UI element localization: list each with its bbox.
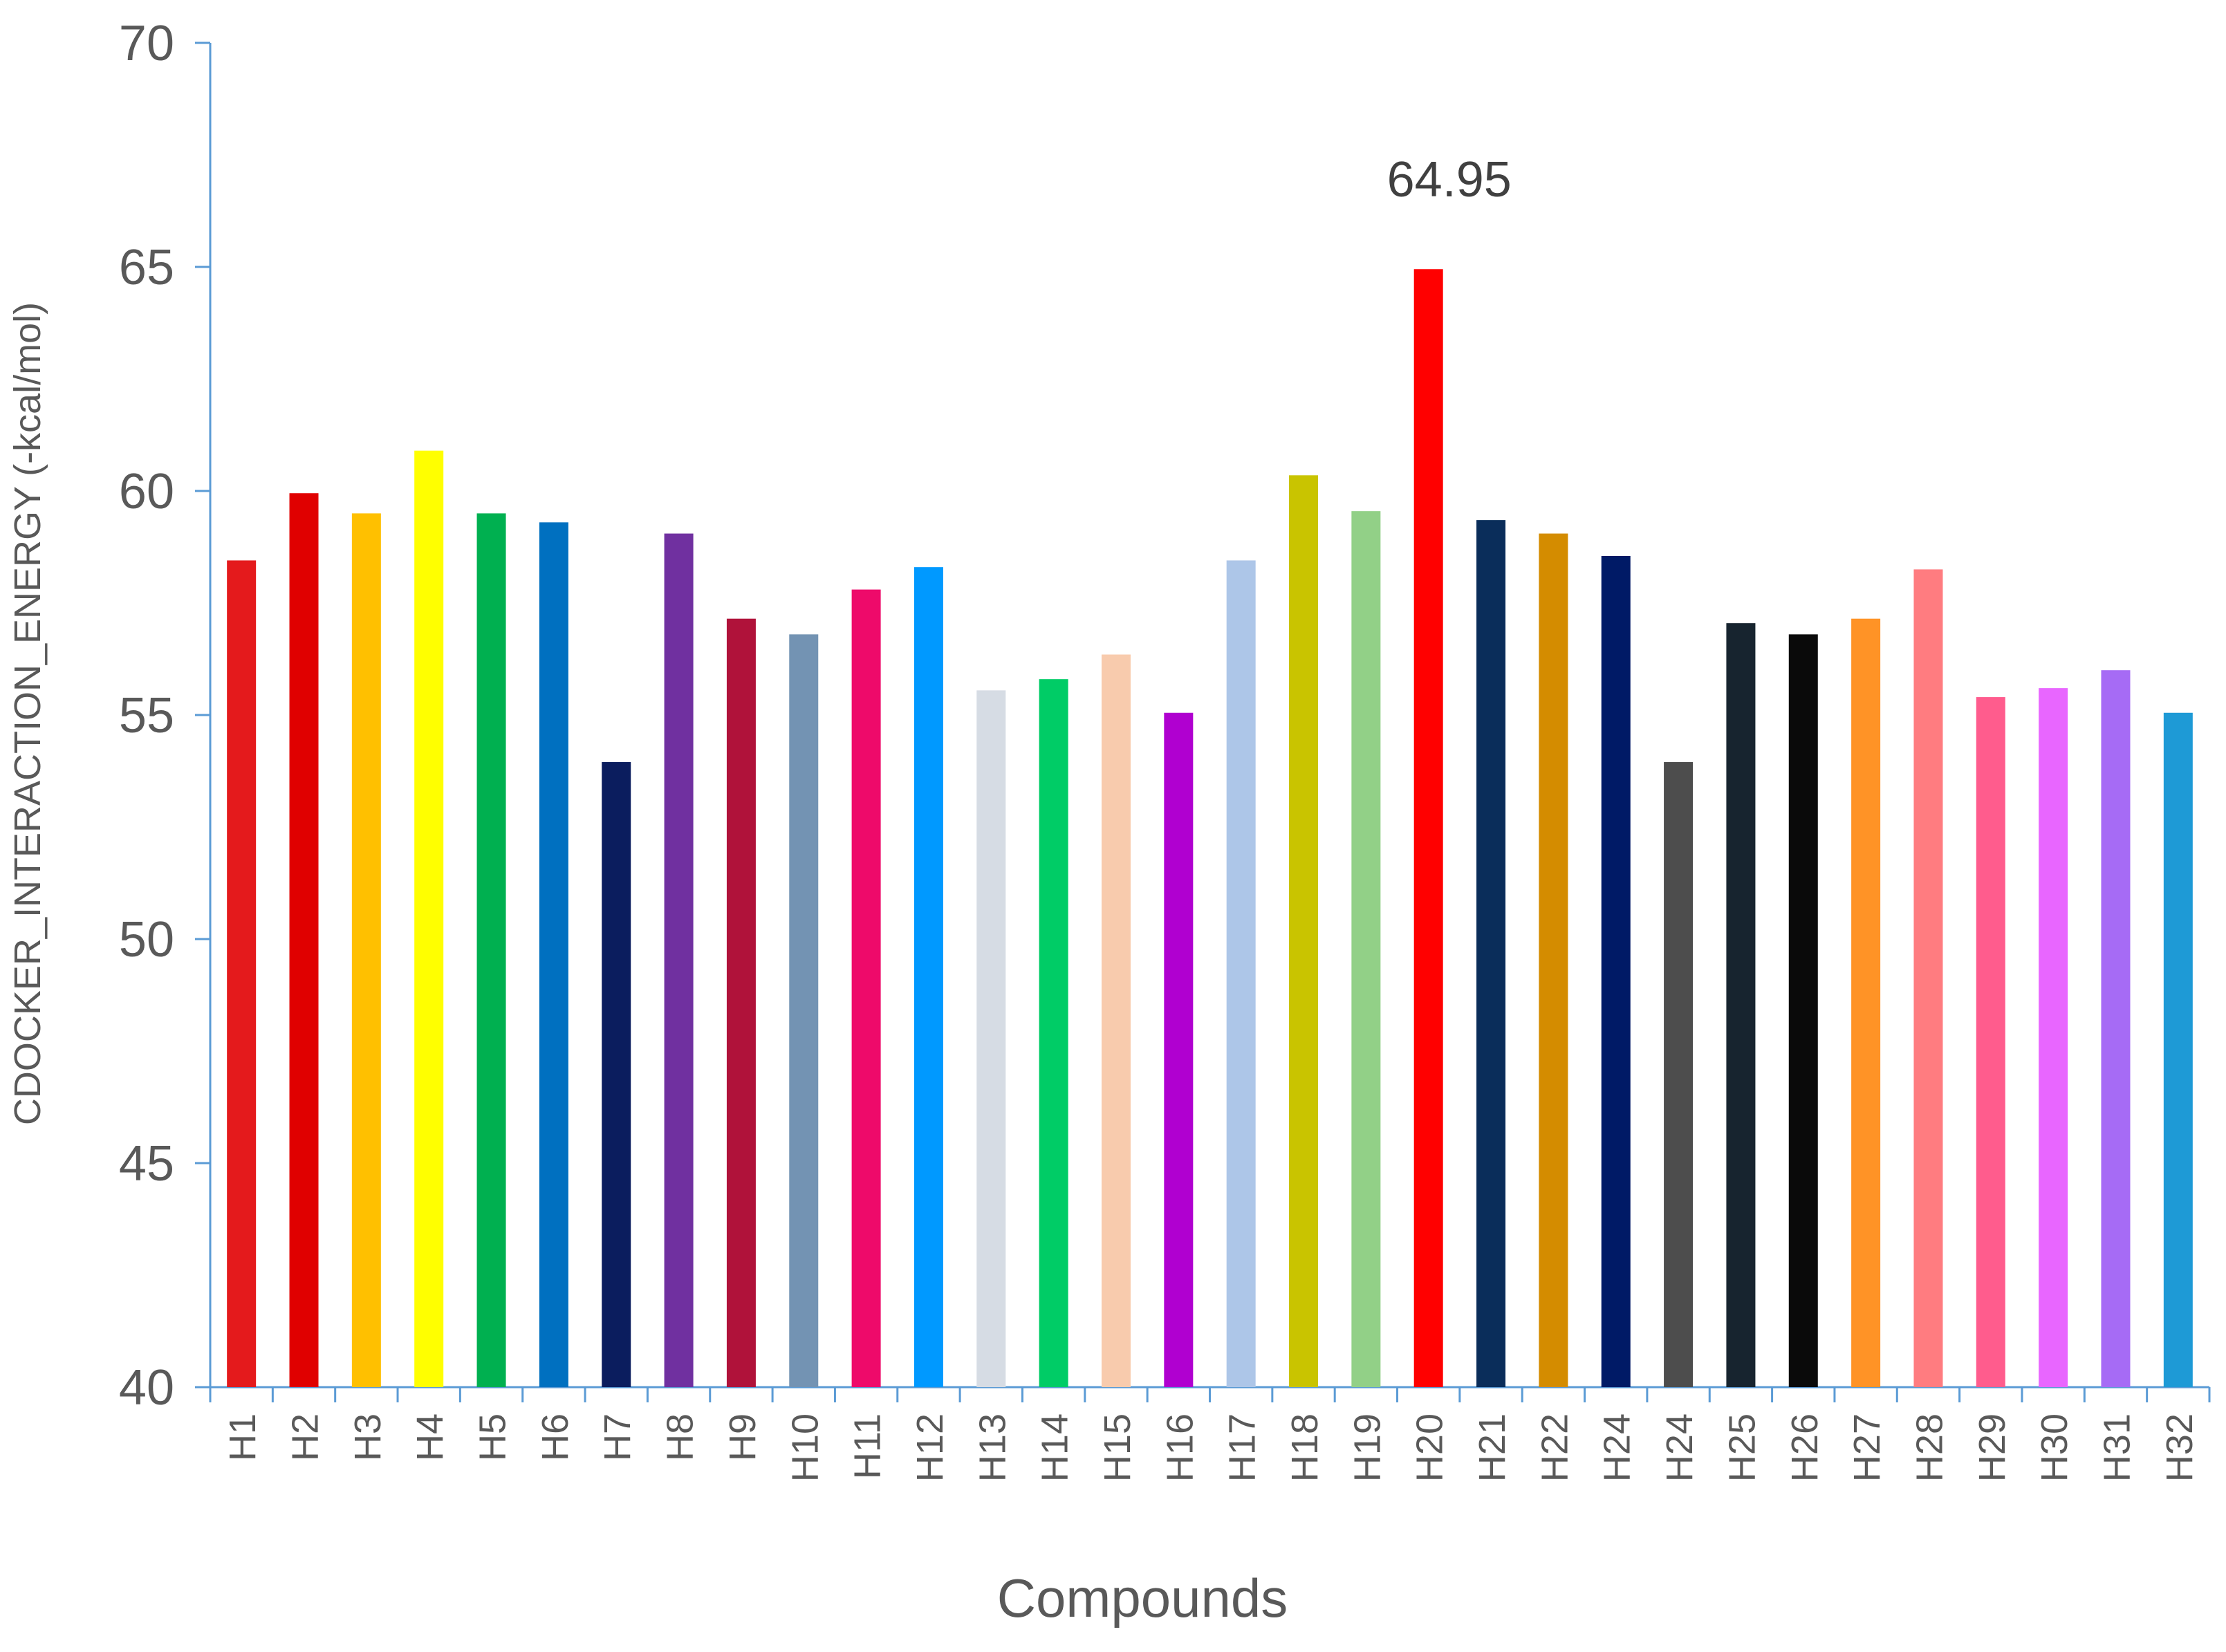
x-tick-label: H22 — [1534, 1413, 1575, 1482]
bar — [1664, 762, 1694, 1387]
x-tick-label: H32 — [2159, 1413, 2200, 1482]
y-tick-label: 55 — [119, 688, 174, 743]
x-tick-label: H13 — [972, 1413, 1013, 1482]
x-tick-label: H26 — [1784, 1413, 1826, 1482]
y-axis-title: CDOCKER_INTERACTION_ENERGY (-kcal/mol) — [7, 302, 48, 1125]
bar — [1788, 634, 1818, 1387]
bar — [726, 618, 756, 1388]
x-tick-label: H21 — [1472, 1413, 1513, 1482]
bar — [1726, 623, 1756, 1388]
bar — [1101, 654, 1131, 1387]
bar — [1539, 533, 1568, 1387]
data-label: 64.95 — [1387, 152, 1512, 207]
x-tick-label: H18 — [1284, 1413, 1326, 1482]
x-tick-label: H2 — [285, 1413, 326, 1461]
x-tick-label: H27 — [1846, 1413, 1888, 1482]
bar — [1601, 555, 1631, 1388]
x-tick-label: H29 — [1972, 1413, 2013, 1482]
x-tick-label: H4 — [409, 1413, 451, 1461]
bar — [414, 450, 444, 1388]
bar — [476, 513, 506, 1387]
x-tick-label: H16 — [1159, 1413, 1200, 1482]
bar — [289, 493, 319, 1387]
x-tick-label: H24 — [1597, 1413, 1638, 1482]
bar — [913, 567, 943, 1388]
bar — [1976, 697, 2005, 1387]
bar — [1164, 712, 1194, 1387]
y-tick-label: 70 — [119, 16, 174, 71]
bars — [227, 269, 2193, 1388]
bar — [1289, 475, 1319, 1387]
x-tick-label: H15 — [1097, 1413, 1138, 1482]
bar — [539, 522, 568, 1387]
bar — [351, 513, 381, 1387]
x-tick-label: H1 — [222, 1413, 263, 1461]
x-tick-label: H5 — [472, 1413, 514, 1461]
y-tick-label: 50 — [119, 912, 174, 967]
bar — [1851, 618, 1881, 1388]
bar — [2163, 712, 2193, 1387]
x-tick-label: H8 — [660, 1413, 701, 1461]
x-tick-label: H12 — [909, 1413, 951, 1482]
bar — [1039, 679, 1068, 1387]
x-tick-label: H20 — [1409, 1413, 1451, 1482]
x-tick-label: H17 — [1222, 1413, 1263, 1482]
x-tick-label: H28 — [1909, 1413, 1950, 1482]
bar — [1476, 520, 1506, 1387]
bar — [1413, 269, 1443, 1387]
data-labels: 64.95 — [1387, 152, 1512, 207]
x-tick-label: H14 — [1035, 1413, 1076, 1482]
bar — [976, 690, 1006, 1387]
bar — [1351, 511, 1381, 1388]
y-tick-label: 40 — [119, 1360, 174, 1416]
bar — [789, 634, 819, 1387]
x-tick-label: H30 — [2034, 1413, 2075, 1482]
y-tick-label: 45 — [119, 1136, 174, 1191]
x-tick-label: H9 — [722, 1413, 763, 1461]
bar — [1913, 569, 1943, 1387]
bar — [227, 560, 257, 1388]
x-axis: H1 H2 H3 H4 H5 H6 H7 H8 H9 H10 H11 H12 H13 H14 H15 H16 H… — [209, 1386, 2211, 1482]
x-axis-title: Compounds — [997, 1568, 1288, 1628]
x-tick-label: H24 — [1659, 1413, 1700, 1482]
bar — [1226, 560, 1256, 1388]
y-axis: 40 45 50 55 60 65 70 — [119, 16, 212, 1416]
y-tick-label: 65 — [119, 240, 174, 295]
bar — [2039, 688, 2068, 1387]
x-tick-label: H7 — [597, 1413, 638, 1461]
x-tick-label: H25 — [1721, 1413, 1763, 1482]
x-tick-label: H10 — [784, 1413, 826, 1482]
x-tick-label: H11 — [847, 1413, 889, 1479]
bar — [602, 762, 631, 1387]
x-tick-label: H3 — [347, 1413, 389, 1461]
x-tick-label: H19 — [1346, 1413, 1388, 1482]
bar — [851, 589, 881, 1387]
bar — [664, 533, 694, 1387]
y-tick-label: 60 — [119, 464, 174, 519]
x-tick-label: H6 — [535, 1413, 576, 1461]
x-tick-label: H31 — [2096, 1413, 2137, 1482]
bar — [2101, 670, 2131, 1388]
